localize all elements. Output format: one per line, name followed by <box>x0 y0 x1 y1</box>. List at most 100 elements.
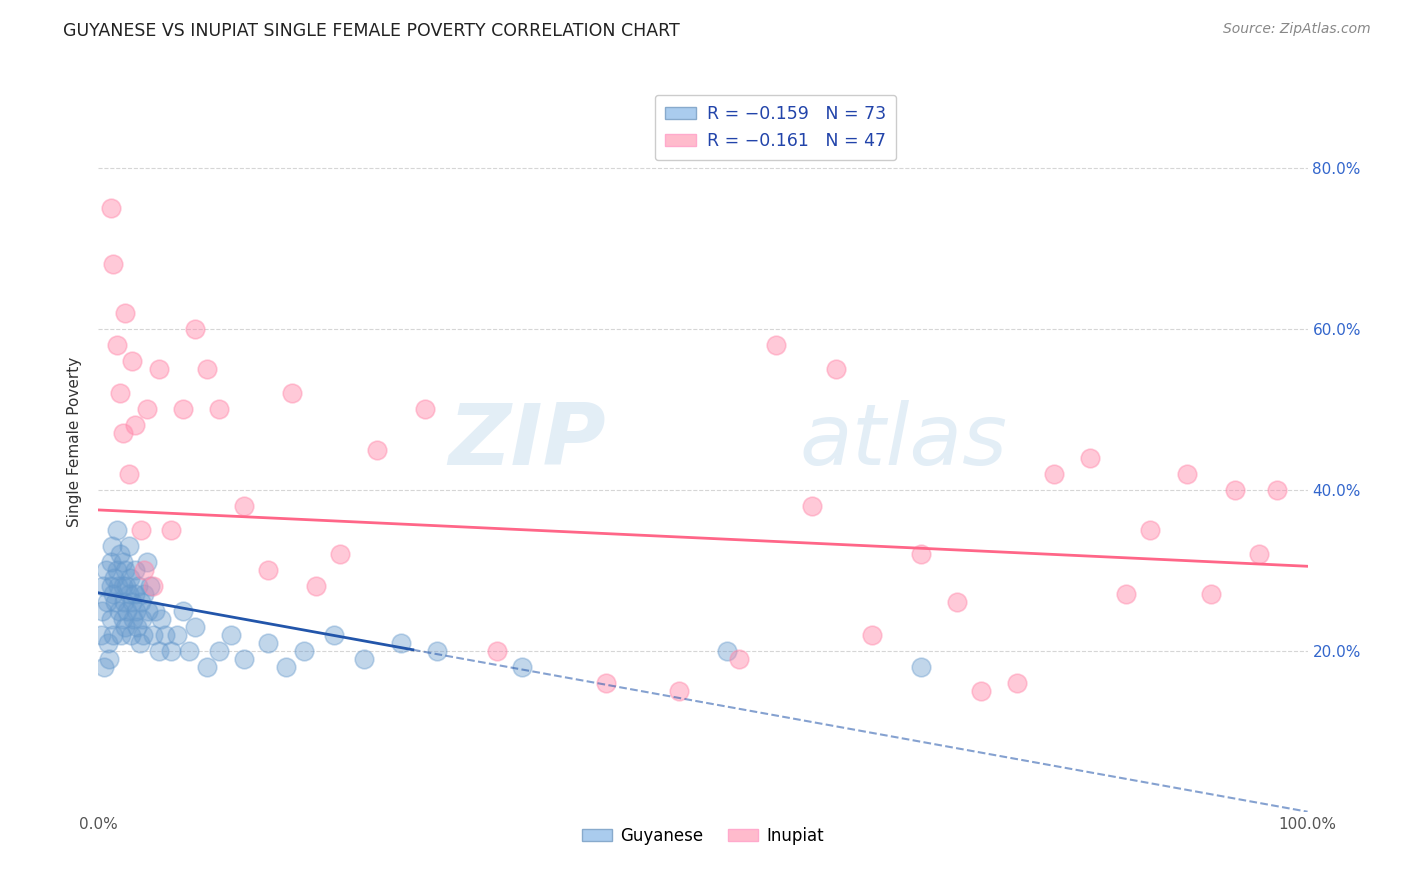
Point <box>118 467 141 481</box>
Point <box>114 563 136 577</box>
Point <box>765 338 787 352</box>
Point <box>1007 676 1029 690</box>
Point <box>172 402 194 417</box>
Point <box>121 595 143 609</box>
Point <box>1042 467 1064 481</box>
Point <box>111 555 134 569</box>
Point <box>100 555 122 569</box>
Point <box>1115 587 1137 601</box>
Point <box>413 402 436 417</box>
Point <box>127 619 149 633</box>
Point <box>97 636 120 650</box>
Point <box>132 628 155 642</box>
Point <box>101 258 124 272</box>
Point <box>232 652 254 666</box>
Point <box>108 386 131 401</box>
Point <box>135 402 157 417</box>
Point <box>105 338 128 352</box>
Point <box>389 636 412 650</box>
Point <box>135 555 157 569</box>
Point <box>486 644 509 658</box>
Point <box>150 611 173 625</box>
Point <box>136 603 159 617</box>
Point <box>179 644 201 658</box>
Point <box>160 644 183 658</box>
Point <box>274 660 297 674</box>
Text: GUYANESE VS INUPIAT SINGLE FEMALE POVERTY CORRELATION CHART: GUYANESE VS INUPIAT SINGLE FEMALE POVERT… <box>63 22 681 40</box>
Point <box>510 660 533 674</box>
Point <box>166 628 188 642</box>
Point <box>1249 547 1271 561</box>
Point <box>143 603 166 617</box>
Point <box>825 362 848 376</box>
Point <box>1199 587 1222 601</box>
Point <box>1223 483 1246 497</box>
Point <box>142 628 165 642</box>
Point <box>103 571 125 585</box>
Point <box>104 595 127 609</box>
Point <box>153 628 176 642</box>
Point <box>172 603 194 617</box>
Point <box>122 611 145 625</box>
Point <box>105 563 128 577</box>
Point <box>129 523 152 537</box>
Point <box>117 603 139 617</box>
Point <box>108 603 131 617</box>
Point <box>100 579 122 593</box>
Text: ZIP: ZIP <box>449 400 606 483</box>
Point <box>195 660 218 674</box>
Point <box>124 587 146 601</box>
Point <box>1175 467 1198 481</box>
Point <box>94 563 117 577</box>
Point <box>716 644 738 658</box>
Point <box>160 523 183 537</box>
Point <box>1139 523 1161 537</box>
Point <box>96 595 118 609</box>
Point <box>1078 450 1101 465</box>
Point <box>221 628 243 642</box>
Point <box>91 603 114 617</box>
Point <box>120 628 142 642</box>
Point <box>184 619 207 633</box>
Point <box>121 354 143 368</box>
Point <box>305 579 328 593</box>
Point <box>142 579 165 593</box>
Point <box>595 676 617 690</box>
Point <box>100 201 122 215</box>
Point <box>208 644 231 658</box>
Point <box>1267 483 1289 497</box>
Point <box>139 579 162 593</box>
Point <box>127 579 149 593</box>
Point <box>281 386 304 401</box>
Point <box>366 442 388 457</box>
Point <box>148 644 170 658</box>
Point <box>101 587 124 601</box>
Point <box>728 652 751 666</box>
Point <box>118 571 141 585</box>
Point <box>860 628 883 642</box>
Point <box>118 539 141 553</box>
Point <box>195 362 218 376</box>
Point <box>323 628 346 642</box>
Point <box>115 579 138 593</box>
Point <box>114 306 136 320</box>
Point <box>105 523 128 537</box>
Point <box>256 563 278 577</box>
Point <box>134 587 156 601</box>
Point <box>353 652 375 666</box>
Point <box>101 628 124 642</box>
Y-axis label: Single Female Poverty: Single Female Poverty <box>67 357 83 526</box>
Point <box>124 418 146 433</box>
Text: Source: ZipAtlas.com: Source: ZipAtlas.com <box>1223 22 1371 37</box>
Point <box>112 595 135 609</box>
Legend: Guyanese, Inupiat: Guyanese, Inupiat <box>575 820 831 852</box>
Point <box>124 563 146 577</box>
Point <box>107 579 129 593</box>
Point <box>946 595 969 609</box>
Point <box>910 547 932 561</box>
Point <box>93 660 115 674</box>
Point <box>426 644 449 658</box>
Point <box>111 611 134 625</box>
Point <box>128 636 150 650</box>
Point <box>134 563 156 577</box>
